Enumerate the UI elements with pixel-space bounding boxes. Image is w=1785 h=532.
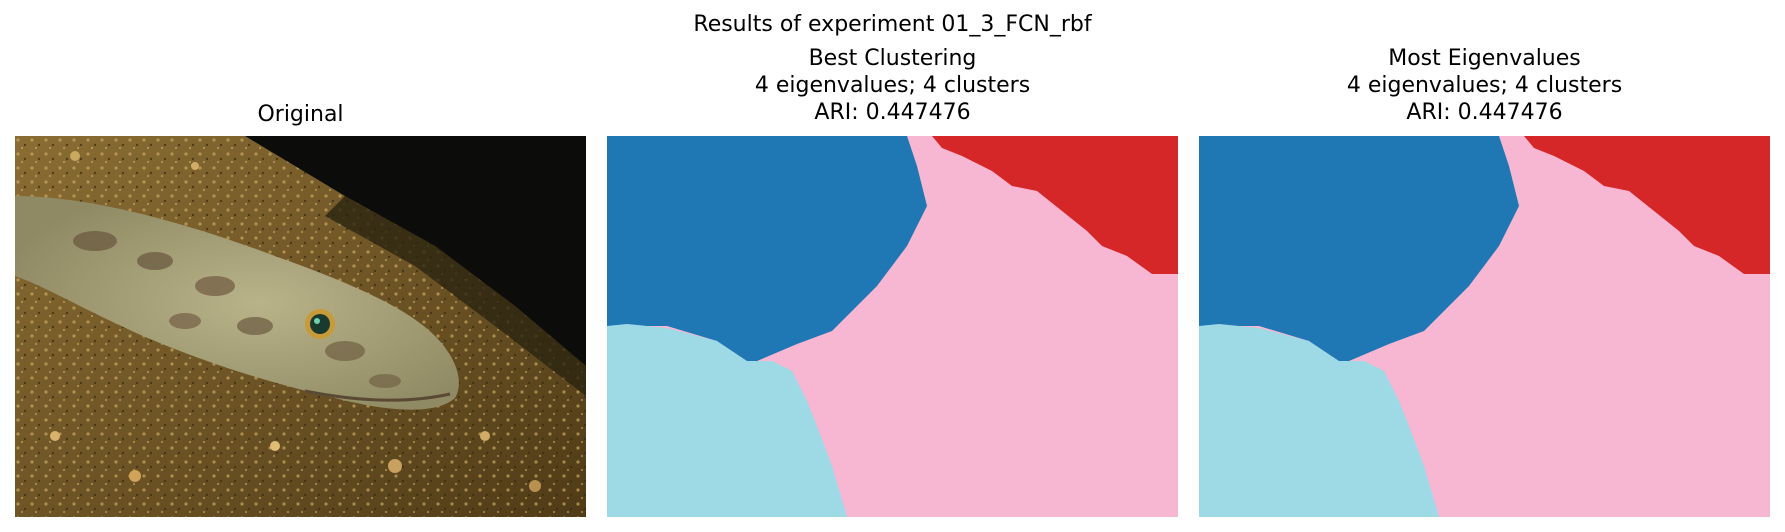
segmentation-best	[607, 136, 1178, 517]
panel-best-clustering-title-line-1: Best Clustering	[808, 46, 977, 71]
panel-most-eigenvalues-title: Most Eigenvalues 4 eigenvalues; 4 cluste…	[1199, 45, 1770, 126]
panel-best-clustering-title-line-2: 4 eigenvalues; 4 clusters	[754, 73, 1031, 98]
segmentation-most-eigenvalues	[1199, 136, 1770, 517]
best-clustering-map	[607, 136, 1178, 517]
panel-original-title: Original	[15, 101, 586, 128]
panel-best-clustering-title-line-3: ARI: 0.447476	[814, 100, 971, 125]
panel-best-clustering-title: Best Clustering 4 eigenvalues; 4 cluster…	[607, 45, 1178, 126]
original-image	[15, 136, 586, 517]
most-eigenvalues-map	[1199, 136, 1770, 517]
figure-suptitle: Results of experiment 01_3_FCN_rbf	[693, 12, 1092, 37]
fish-photo	[15, 136, 586, 517]
panel-most-eigenvalues-title-line-2: 4 eigenvalues; 4 clusters	[1346, 73, 1623, 98]
panel-most-eigenvalues-title-line-3: ARI: 0.447476	[1406, 100, 1563, 125]
panel-original-title-line: Original	[257, 102, 344, 127]
panel-most-eigenvalues-title-line-1: Most Eigenvalues	[1388, 46, 1581, 71]
